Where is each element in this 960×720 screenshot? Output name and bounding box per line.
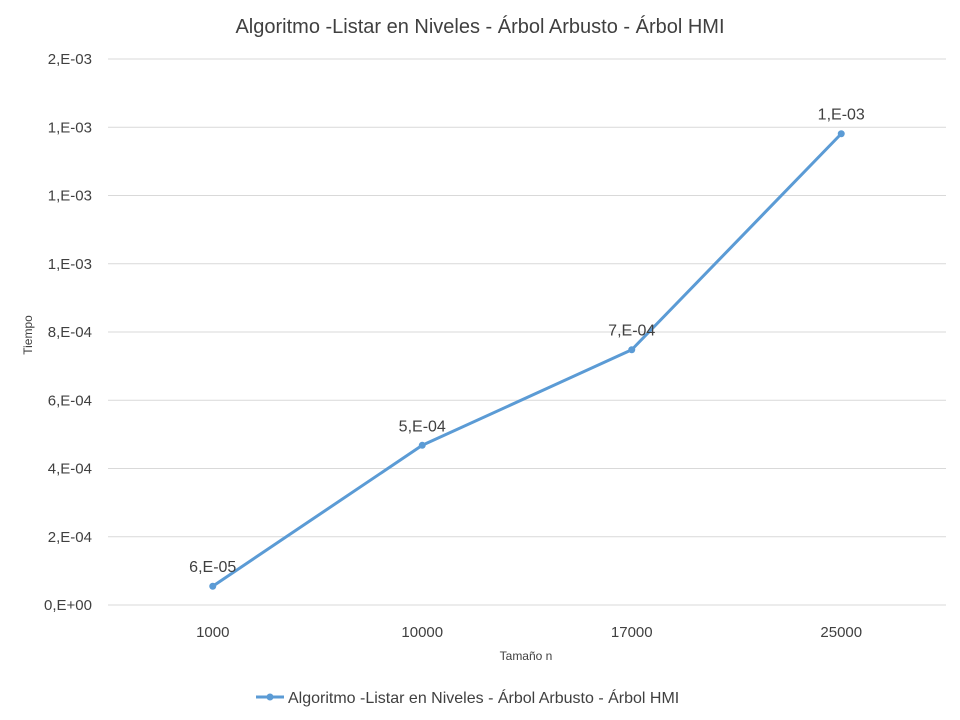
x-axis-title: Tamaño n	[500, 649, 553, 663]
legend-point-marker	[266, 693, 274, 701]
data-label: 1,E-03	[818, 107, 865, 124]
x-tick-label: 10000	[401, 624, 443, 641]
x-axis-ticks: 1000 10000 17000 25000	[196, 624, 862, 641]
data-label: 5,E-04	[399, 418, 446, 435]
y-tick-label: 8,E-04	[48, 324, 92, 341]
x-tick-label: 17000	[611, 624, 653, 641]
data-point	[418, 441, 426, 449]
legend: Algoritmo -Listar en Niveles - Árbol Arb…	[256, 688, 679, 707]
data-point	[837, 130, 845, 138]
y-tick-label: 2,E-03	[48, 51, 92, 68]
y-tick-label: 4,E-04	[48, 461, 92, 478]
data-point	[628, 346, 636, 354]
y-axis-title: Tiempo	[21, 315, 35, 355]
x-tick-label: 25000	[820, 624, 862, 641]
series-line	[211, 132, 843, 588]
y-tick-label: 1,E-03	[48, 188, 92, 205]
chart-title: Algoritmo -Listar en Niveles - Árbol Arb…	[235, 15, 724, 38]
series-layer	[209, 130, 845, 590]
gridlines	[108, 58, 946, 606]
y-tick-label: 6,E-04	[48, 392, 92, 409]
y-tick-label: 2,E-04	[48, 529, 92, 546]
data-point	[209, 582, 217, 590]
y-tick-label: 1,E-03	[48, 256, 92, 273]
data-labels: 6,E-05 5,E-04 7,E-04 1,E-03	[189, 107, 865, 576]
legend-label: Algoritmo -Listar en Niveles - Árbol Arb…	[288, 688, 679, 707]
y-tick-label: 0,E+00	[44, 597, 92, 614]
y-tick-label: 1,E-03	[48, 119, 92, 136]
data-label: 6,E-05	[189, 559, 236, 576]
y-axis-ticks: 0,E+00 2,E-04 4,E-04 6,E-04 8,E-04 1,E-03 1,E-…	[44, 51, 92, 614]
x-tick-label: 1000	[196, 624, 229, 641]
data-label: 7,E-04	[608, 323, 655, 340]
